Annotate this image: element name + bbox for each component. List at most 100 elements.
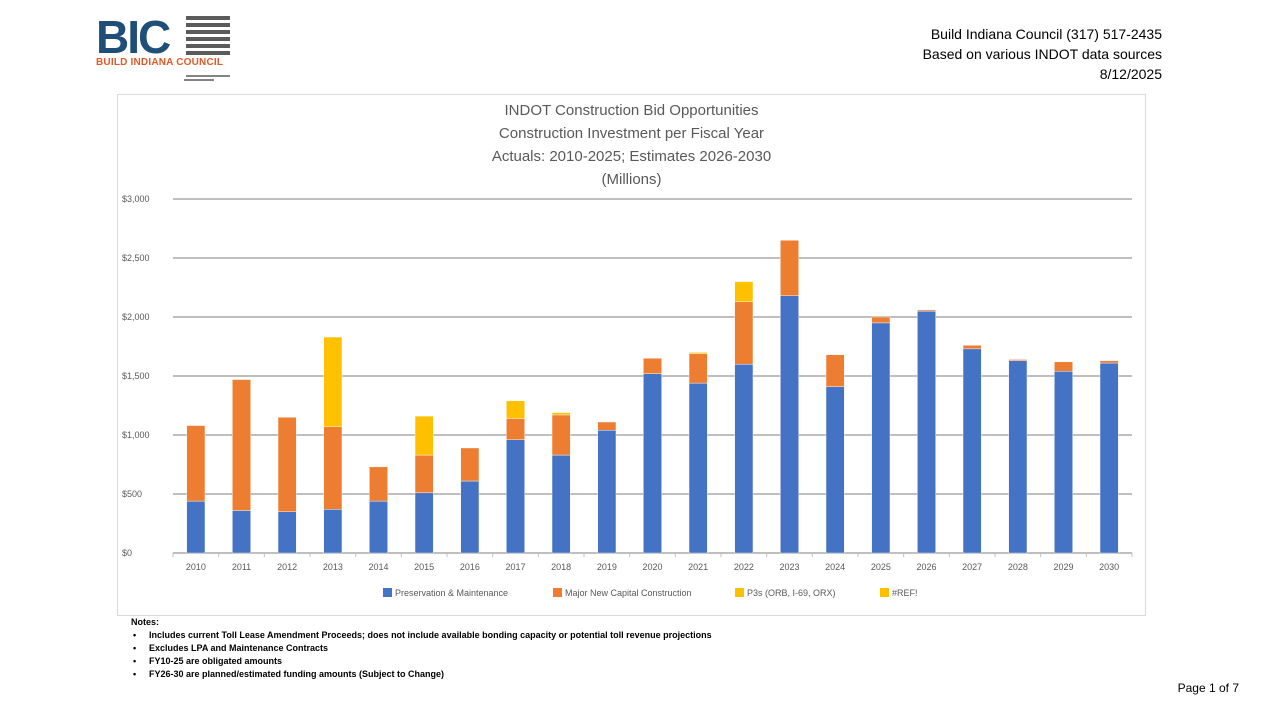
bar-segment <box>643 373 662 554</box>
header-contact: Build Indiana Council (317) 517-2435 <box>930 26 1162 42</box>
notes: Notes: Includes current Toll Lease Amend… <box>131 616 712 681</box>
bar-segment <box>551 412 571 416</box>
header-date: 8/12/2025 <box>1099 66 1162 82</box>
bar-segment <box>1054 361 1073 372</box>
bar-segment <box>551 414 571 456</box>
legend-swatch <box>880 588 889 597</box>
bar-segment <box>323 509 343 554</box>
x-tick-label: 2015 <box>414 562 434 572</box>
x-tick-label: 2019 <box>597 562 617 572</box>
bar-segment <box>825 386 845 554</box>
bar-segment <box>1008 359 1028 361</box>
header-source: Based on various INDOT data sources <box>922 46 1162 62</box>
bar-segment <box>1008 360 1028 554</box>
legend-swatch <box>735 588 744 597</box>
bar-segment <box>871 316 891 324</box>
bar-segment <box>506 400 525 419</box>
y-tick-label: $0 <box>122 548 132 558</box>
legend-swatch <box>553 588 562 597</box>
bar-segment <box>688 353 708 384</box>
y-tick-label: $1,000 <box>122 430 150 440</box>
bar-segment <box>232 510 251 554</box>
notes-heading: Notes: <box>131 617 160 627</box>
x-tick-label: 2024 <box>825 562 845 572</box>
logo-underline-icon <box>184 75 230 81</box>
x-tick-label: 2025 <box>871 562 891 572</box>
x-tick-label: 2030 <box>1099 562 1119 572</box>
chart-frame: INDOT Construction Bid Opportunities Con… <box>117 94 1146 616</box>
bar-segment <box>780 240 799 296</box>
bar-segment <box>734 301 754 365</box>
bar-segment <box>780 295 799 554</box>
x-tick-label: 2022 <box>734 562 754 572</box>
x-tick-label: 2011 <box>232 562 251 572</box>
x-tick-label: 2013 <box>323 562 343 572</box>
chart-title-line: INDOT Construction Bid Opportunities <box>504 102 759 119</box>
bar-segment <box>1099 360 1119 364</box>
bar-segment <box>186 500 206 554</box>
bar-segment <box>506 439 525 554</box>
bar-segment <box>917 310 936 554</box>
bic-logo: BIC BUILD INDIANA COUNCIL <box>96 14 236 88</box>
y-tick-label: $2,500 <box>122 253 150 263</box>
bar-segment <box>962 348 982 554</box>
x-tick-label: 2014 <box>368 562 388 572</box>
x-tick-label: 2021 <box>688 562 708 572</box>
y-tick-label: $1,500 <box>122 371 150 381</box>
header-info: Build Indiana Council (317) 517-2435 Bas… <box>923 24 1162 84</box>
bar-segment <box>323 336 343 427</box>
notes-list: Includes current Toll Lease Amendment Pr… <box>131 629 712 681</box>
bar-segment <box>460 447 480 482</box>
x-tick-label: 2017 <box>505 562 525 572</box>
x-tick-label: 2010 <box>186 562 206 572</box>
chart-title-line: (Millions) <box>601 171 662 188</box>
bar-segment <box>597 421 617 431</box>
bar-segment <box>414 415 434 456</box>
x-tick-label: 2012 <box>277 562 297 572</box>
note-item: FY10-25 are obligated amounts <box>131 655 712 668</box>
x-tick-label: 2029 <box>1053 562 1073 572</box>
legend-label: P3s (ORB, I-69, ORX) <box>747 588 836 598</box>
note-item: Includes current Toll Lease Amendment Pr… <box>131 629 712 642</box>
y-tick-label: $500 <box>122 489 142 499</box>
bar-segment <box>369 500 388 554</box>
bar-segment <box>688 382 708 554</box>
bar-segment <box>369 466 388 502</box>
bar-segment <box>323 426 343 510</box>
legend-label: Preservation & Maintenance <box>395 588 508 598</box>
bar-segment <box>825 354 845 387</box>
legend-swatch <box>383 588 392 597</box>
bar-segment <box>1054 371 1073 554</box>
bar-segment <box>688 352 708 354</box>
bar-segment <box>277 417 297 512</box>
chart-title: INDOT Construction Bid Opportunities Con… <box>118 99 1145 191</box>
bar-segment <box>186 425 206 502</box>
bar-segment <box>506 418 525 440</box>
bar-segment <box>551 454 571 554</box>
bar-segment <box>414 492 434 554</box>
logo-subtext: BUILD INDIANA COUNCIL <box>96 57 224 68</box>
x-tick-label: 2028 <box>1008 562 1028 572</box>
legend-label: #REF! <box>892 588 918 598</box>
bar-segment <box>734 281 754 302</box>
bar-segment <box>643 358 662 374</box>
bar-segment <box>917 309 936 312</box>
x-tick-label: 2023 <box>779 562 799 572</box>
bar-segment <box>962 345 982 350</box>
bar-segment <box>277 511 297 554</box>
bar-segment <box>1099 362 1119 554</box>
y-tick-label: $2,000 <box>122 312 150 322</box>
legend-label: Major New Capital Construction <box>565 588 692 598</box>
bar-segment <box>871 322 891 554</box>
note-item: Excludes LPA and Maintenance Contracts <box>131 642 712 655</box>
page-number: Page 1 of 7 <box>1177 681 1239 695</box>
chart-title-line: Construction Investment per Fiscal Year <box>498 125 765 142</box>
chart-title-line: Actuals: 2010-2025; Estimates 2026-2030 <box>491 148 772 165</box>
bar-segment <box>232 379 251 511</box>
bar-segment <box>597 430 617 554</box>
x-tick-label: 2018 <box>551 562 571 572</box>
y-tick-label: $3,000 <box>122 194 150 204</box>
bar-segment <box>460 480 480 554</box>
x-tick-label: 2026 <box>916 562 936 572</box>
logo-bars-icon <box>186 16 230 58</box>
